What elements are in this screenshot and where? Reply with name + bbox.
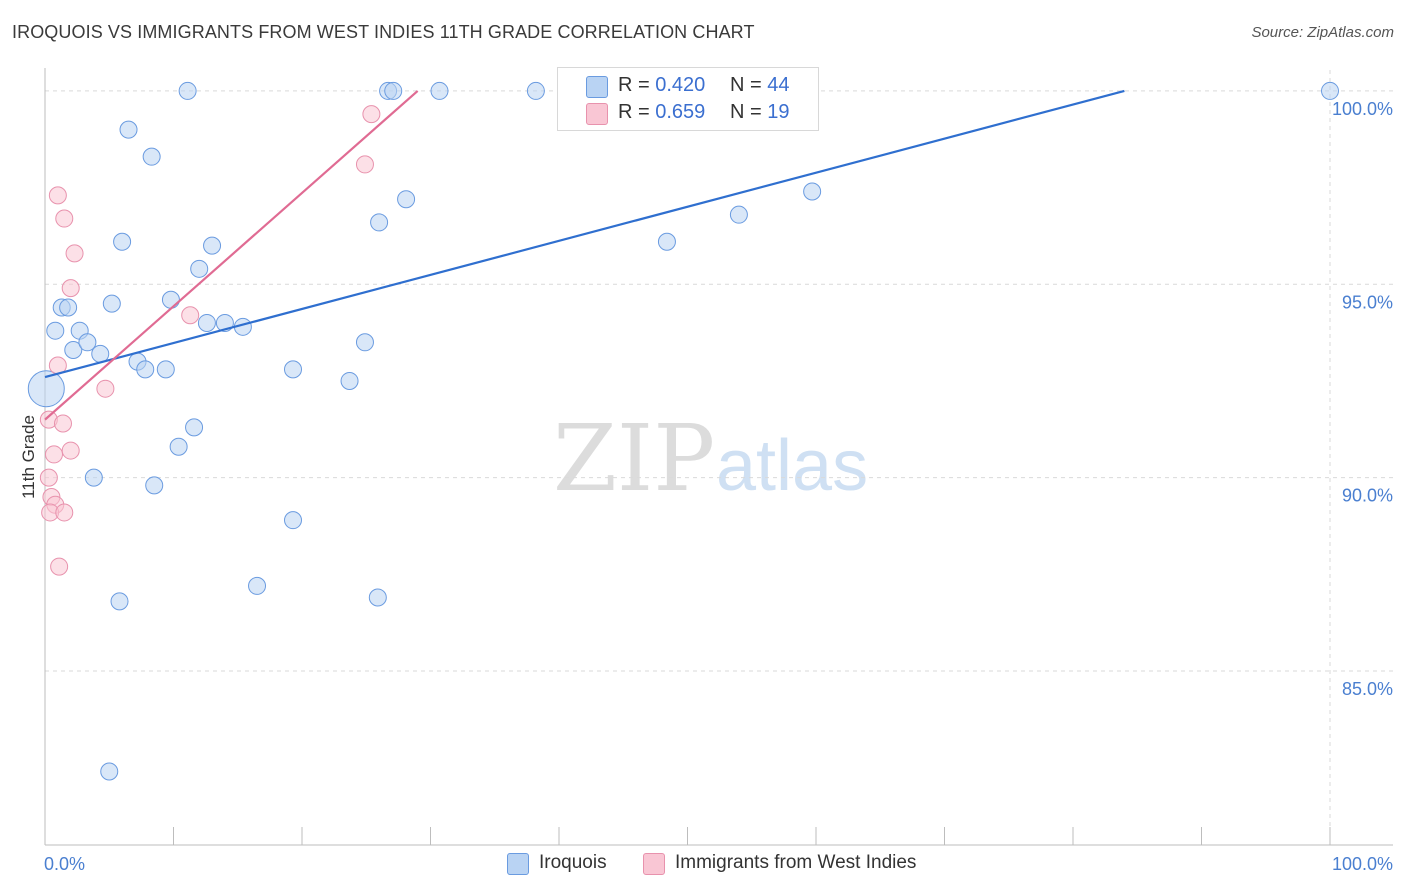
west-indies-point (65, 244, 84, 263)
iroquois-point (248, 576, 267, 595)
west-indies-point (181, 306, 200, 325)
legend-label-west-indies: Immigrants from West Indies (675, 852, 917, 873)
iroquois-point (59, 298, 78, 317)
stats-row-west-indies: R = 0.659 N = 19 (558, 101, 818, 127)
tick-labels: 85.0% 90.0% 95.0% 100.0% 0.0% 100.0% (44, 99, 1393, 874)
iroquois-point (384, 81, 403, 100)
iroquois-point (185, 418, 204, 437)
legend-swatch-blue (586, 76, 608, 98)
west-indies-point (48, 186, 67, 205)
r-value: 0.420 (655, 74, 706, 96)
west-indies-point (55, 209, 74, 228)
y-tick-label: 100.0% (1332, 99, 1393, 119)
source-credit: Source: ZipAtlas.com (1251, 24, 1394, 41)
legend-swatch-west-indies (643, 853, 665, 875)
y-tick-label: 90.0% (1342, 486, 1393, 506)
iroquois-point (145, 476, 164, 495)
axes (44, 68, 1393, 846)
west-indies-point (61, 279, 80, 298)
iroquois-point (100, 762, 119, 781)
iroquois-point (78, 333, 97, 352)
y-tick-label: 85.0% (1342, 679, 1393, 699)
iroquois-point (190, 259, 209, 278)
iroquois-point (203, 236, 222, 255)
iroquois-point (64, 341, 83, 360)
west-indies-point (39, 468, 58, 487)
west-indies-trend-line (44, 90, 419, 421)
iroquois-point (102, 294, 121, 313)
watermark-zip: ZIP (553, 405, 715, 512)
iroquois-point (169, 437, 188, 456)
iroquois-point (729, 205, 748, 224)
iroquois-point (1321, 81, 1339, 100)
iroquois-trend-line (44, 89, 1125, 379)
west-indies-point (96, 379, 115, 398)
west-indies-point (362, 105, 381, 124)
iroquois-point (119, 120, 138, 139)
n-value: 19 (767, 101, 790, 123)
legend-item-west-indies[interactable]: Immigrants from West Indies (643, 851, 943, 877)
iroquois-point (355, 333, 374, 352)
r-label: R = (618, 101, 656, 123)
n-value: 44 (767, 74, 790, 96)
iroquois-point (284, 360, 303, 379)
trend-lines (44, 89, 1125, 421)
west-indies-point (61, 441, 80, 460)
iroquois-point (46, 321, 65, 340)
west-indies-point (355, 155, 374, 174)
y-axis-label: 11th Grade (19, 415, 38, 499)
r-value: 0.659 (655, 101, 706, 123)
legend-swatch-iroquois (507, 853, 529, 875)
watermark: ZIP atlas (553, 405, 868, 512)
y-tick-label: 95.0% (1342, 292, 1393, 312)
iroquois-point (156, 360, 175, 379)
data-points (27, 81, 1339, 781)
iroquois-point (370, 213, 389, 232)
n-label: N = (730, 101, 768, 123)
iroquois-point (340, 371, 359, 390)
west-indies-point (44, 445, 63, 464)
legend-label-iroquois: Iroquois (539, 852, 607, 873)
r-label: R = (618, 74, 656, 96)
iroquois-point (430, 81, 449, 100)
iroquois-point (178, 81, 197, 100)
iroquois-point (113, 232, 132, 251)
west-indies-point (55, 503, 74, 522)
chart-title: IROQUOIS VS IMMIGRANTS FROM WEST INDIES … (12, 22, 755, 42)
x-tick-label-min: 0.0% (44, 854, 85, 874)
west-indies-point (50, 557, 69, 576)
iroquois-point (27, 370, 65, 408)
n-label: N = (730, 74, 768, 96)
stats-row-iroquois: R = 0.420 N = 44 (558, 74, 818, 100)
iroquois-point (197, 313, 216, 332)
iroquois-point (110, 592, 129, 611)
iroquois-point (161, 290, 180, 309)
west-indies-point (53, 414, 72, 433)
iroquois-point (368, 588, 387, 607)
iroquois-point (397, 190, 416, 209)
watermark-atlas: atlas (716, 426, 868, 506)
iroquois-point (657, 232, 676, 251)
iroquois-point (526, 81, 545, 100)
iroquois-point (136, 360, 155, 379)
x-tick-label-max: 100.0% (1332, 854, 1393, 874)
legend-swatch-pink (586, 103, 608, 125)
iroquois-point (284, 511, 303, 530)
gridlines (45, 70, 1393, 845)
iroquois-point (803, 182, 822, 201)
iroquois-point (142, 147, 161, 166)
legend-item-iroquois[interactable]: Iroquois (507, 851, 637, 877)
iroquois-point (84, 468, 103, 487)
stats-legend: R = 0.420 N = 44 R = 0.659 N = 19 (557, 67, 819, 131)
